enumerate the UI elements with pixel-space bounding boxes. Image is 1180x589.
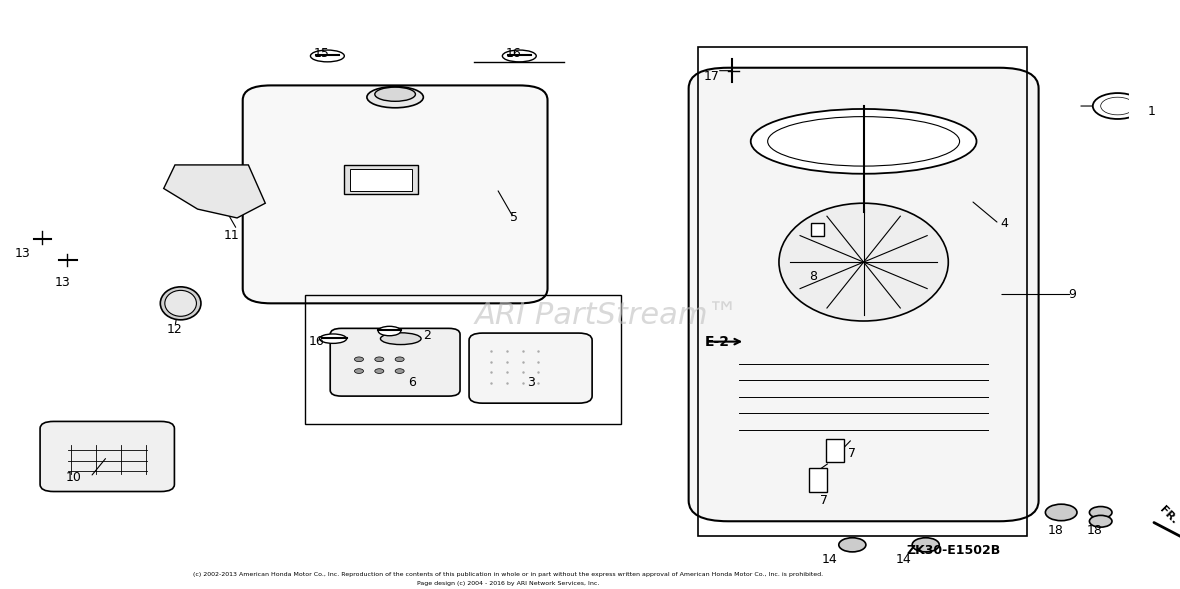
Ellipse shape bbox=[395, 357, 405, 362]
Ellipse shape bbox=[839, 538, 866, 552]
Text: Page design (c) 2004 - 2016 by ARI Network Services, Inc.: Page design (c) 2004 - 2016 by ARI Netwo… bbox=[417, 581, 599, 585]
Text: 4: 4 bbox=[1001, 217, 1009, 230]
Ellipse shape bbox=[165, 290, 196, 316]
Ellipse shape bbox=[375, 369, 384, 373]
Ellipse shape bbox=[320, 334, 347, 343]
Text: 6: 6 bbox=[408, 376, 417, 389]
Ellipse shape bbox=[367, 87, 424, 108]
Ellipse shape bbox=[354, 369, 363, 373]
Text: 9: 9 bbox=[1069, 288, 1076, 301]
Text: (c) 2002-2013 American Honda Motor Co., Inc. Reproduction of the contents of thi: (c) 2002-2013 American Honda Motor Co., … bbox=[194, 572, 824, 577]
Text: 16: 16 bbox=[308, 335, 325, 348]
Text: 13: 13 bbox=[14, 247, 31, 260]
Text: 10: 10 bbox=[65, 471, 81, 484]
Text: 11: 11 bbox=[223, 229, 240, 242]
Text: 1: 1 bbox=[1148, 105, 1155, 118]
Text: FR.: FR. bbox=[1158, 505, 1179, 526]
FancyBboxPatch shape bbox=[243, 85, 548, 303]
Text: 2: 2 bbox=[422, 329, 431, 342]
Text: ZK30-E1502B: ZK30-E1502B bbox=[906, 544, 1001, 557]
Text: 5: 5 bbox=[510, 211, 518, 224]
Ellipse shape bbox=[160, 287, 201, 320]
Ellipse shape bbox=[380, 333, 421, 345]
Ellipse shape bbox=[503, 50, 536, 62]
Ellipse shape bbox=[750, 109, 977, 174]
Text: 16: 16 bbox=[506, 47, 522, 59]
Ellipse shape bbox=[375, 357, 384, 362]
Bar bbox=[809, 468, 827, 492]
Ellipse shape bbox=[1093, 93, 1142, 119]
Ellipse shape bbox=[1045, 504, 1077, 521]
FancyBboxPatch shape bbox=[689, 68, 1038, 521]
Ellipse shape bbox=[378, 326, 401, 336]
Ellipse shape bbox=[1101, 97, 1134, 115]
Text: 3: 3 bbox=[526, 376, 535, 389]
Ellipse shape bbox=[912, 538, 939, 552]
Text: E-2: E-2 bbox=[704, 335, 729, 349]
Text: 7: 7 bbox=[848, 447, 857, 460]
Text: 18: 18 bbox=[1087, 524, 1103, 537]
Text: 15: 15 bbox=[314, 47, 329, 59]
Bar bbox=[826, 439, 845, 462]
Text: 12: 12 bbox=[168, 323, 183, 336]
Bar bbox=[350, 169, 412, 191]
Text: 8: 8 bbox=[808, 270, 817, 283]
Ellipse shape bbox=[768, 117, 959, 166]
Ellipse shape bbox=[1089, 515, 1112, 527]
Text: 14: 14 bbox=[822, 553, 838, 566]
Text: 14: 14 bbox=[896, 553, 911, 566]
Ellipse shape bbox=[310, 50, 345, 62]
FancyBboxPatch shape bbox=[40, 422, 175, 491]
FancyBboxPatch shape bbox=[330, 329, 460, 396]
Text: 13: 13 bbox=[54, 276, 70, 289]
Bar bbox=[345, 165, 418, 194]
Polygon shape bbox=[164, 165, 266, 218]
FancyBboxPatch shape bbox=[470, 333, 592, 403]
Text: 17: 17 bbox=[703, 70, 719, 83]
Text: 7: 7 bbox=[820, 494, 828, 507]
Ellipse shape bbox=[779, 203, 949, 321]
Ellipse shape bbox=[375, 87, 415, 101]
Bar bbox=[811, 223, 824, 236]
Ellipse shape bbox=[1089, 507, 1112, 518]
Text: 18: 18 bbox=[1048, 524, 1063, 537]
Ellipse shape bbox=[354, 357, 363, 362]
Ellipse shape bbox=[395, 369, 405, 373]
Text: ARI PartStream™: ARI PartStream™ bbox=[474, 301, 739, 330]
